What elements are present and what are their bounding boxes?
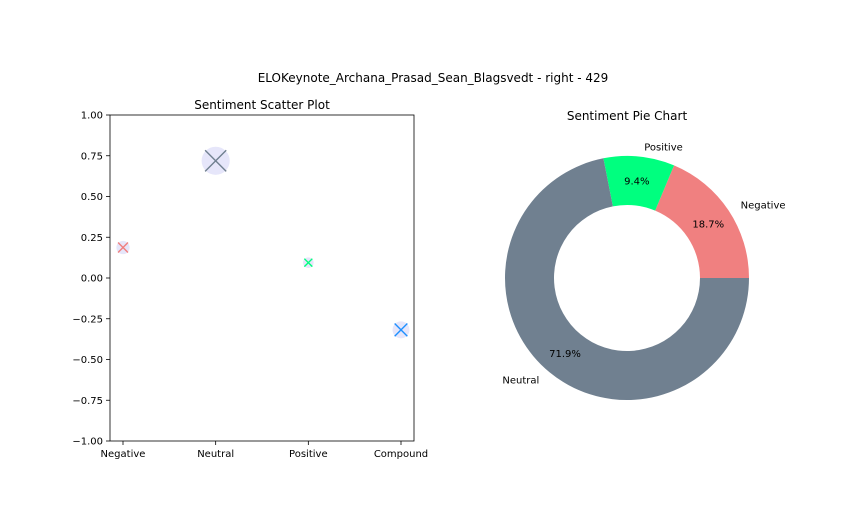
pie-slice-positive [603,156,675,211]
x-tick-label-positive: Positive [289,449,328,460]
x-tick-label-compound: Compound [374,449,428,460]
scatter-panel: Sentiment Scatter Plot 1.00 0.75 0.50 0.25 0… [72,98,428,460]
y-tick-label: 0.25 [81,233,103,244]
scatter-x-axis: Negative Neutral Positive Compound [101,441,428,460]
pie-label-neutral: Neutral [502,375,539,386]
point-marker-positive [303,258,313,268]
y-tick-label: 1.00 [81,111,103,122]
figure-suptitle: ELOKeynote_Archana_Prasad_Sean_Blagsvedt… [258,71,609,85]
pie-pct-positive: 9.4% [624,176,649,187]
pie-slices [504,156,749,400]
pie-labels: 18.7% Negative 9.4% Positive 71.9% Neutral [502,142,785,386]
scatter-marks [116,146,410,339]
pie-slice-neutral [504,158,749,400]
y-tick-label: −0.50 [72,355,103,366]
y-tick-label: −0.25 [72,314,103,325]
pie-label-negative: Negative [741,200,786,211]
y-tick-label: 0.00 [81,274,103,285]
pie-pct-neutral: 71.9% [549,349,581,360]
pie-panel: Sentiment Pie Chart 18.7% Negative 9.4% Pos… [502,109,786,400]
point-marker-compound [394,323,408,337]
y-tick-label: −1.00 [72,437,103,448]
pie-label-positive: Positive [644,142,683,153]
pie-slice-negative [655,165,749,278]
point-marker-negative [117,242,129,253]
x-tick-label-neutral: Neutral [197,449,234,460]
scatter-axes-frame [109,114,415,442]
x-tick-label-negative: Negative [101,449,146,460]
y-tick-label: 0.75 [81,151,103,162]
pie-pct-negative: 18.7% [692,219,724,230]
y-tick-label: −0.75 [72,396,103,407]
y-tick-label: 0.50 [81,192,103,203]
point-marker-neutral [204,149,227,172]
pie-title: Sentiment Pie Chart [567,109,688,123]
scatter-title: Sentiment Scatter Plot [194,98,330,112]
scatter-y-axis: 1.00 0.75 0.50 0.25 0.00 −0.25 −0.50 −0.75 −1.00 [72,111,110,448]
